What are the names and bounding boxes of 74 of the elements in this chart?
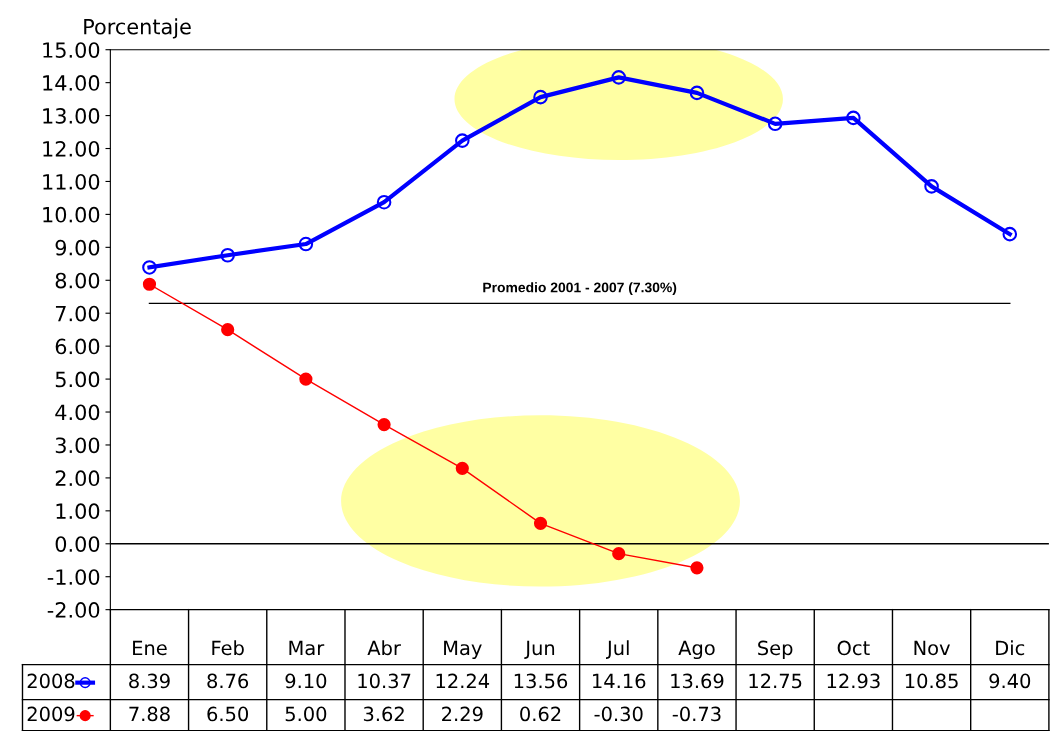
- y-tick-label: 5.00: [55, 371, 100, 388]
- y-tick-label: 9.00: [55, 239, 100, 256]
- x-tick-label: Feb: [212, 640, 244, 656]
- data-label: 6.50: [207, 706, 249, 722]
- point: [533, 516, 548, 530]
- point: [846, 110, 861, 126]
- y-tick-label: 0.00: [55, 536, 100, 552]
- y-tick-label: 2.00: [55, 470, 100, 487]
- data-label: 8.39: [129, 673, 170, 689]
- y-tick-label: 7.00: [55, 305, 100, 322]
- data-label: 14.16: [593, 673, 646, 689]
- point: [377, 417, 391, 432]
- x-tick-label: Oct: [837, 640, 870, 656]
- ref-line-label: Promedio 2001 - 2007 (7.30%): [483, 282, 677, 296]
- point: [533, 89, 548, 105]
- y-tick-label: 12.00: [43, 140, 100, 157]
- data-label: 9.10: [285, 673, 327, 689]
- data-label: 12.24: [436, 673, 490, 689]
- data-label: 12.75: [749, 673, 802, 689]
- data-label: 8.76: [207, 673, 249, 689]
- y-tick-label: 6.00: [55, 338, 100, 355]
- y-tick-label: 14.00: [43, 75, 100, 91]
- data-label: 5.00: [285, 706, 327, 722]
- y-tick-label: -2.00: [47, 602, 100, 618]
- point: [299, 372, 313, 386]
- x-tick-label: Jul: [606, 640, 629, 659]
- point: [767, 116, 783, 132]
- data-label: -0.30: [594, 706, 643, 722]
- data-label: 12.93: [827, 673, 880, 689]
- y-tick-label: 1.00: [56, 503, 100, 520]
- x-tick-label: Dic: [996, 640, 1025, 656]
- point: [612, 547, 626, 561]
- data-label: -0.73: [672, 706, 721, 722]
- y-tick-label: 8.00: [55, 272, 100, 289]
- point: [689, 85, 705, 101]
- point: [376, 194, 392, 210]
- point: [142, 260, 157, 275]
- y-tick-label: 3.00: [55, 437, 100, 454]
- y-axis-title: Porcentaje: [84, 18, 191, 39]
- data-label: 9.40: [989, 673, 1031, 689]
- data-label: 10.85: [905, 673, 958, 689]
- x-tick-label: Ene: [133, 640, 167, 656]
- y-tick-label: -1.00: [47, 569, 100, 585]
- y-tick-label: 10.00: [43, 206, 100, 223]
- y-tick-label: 13.00: [43, 108, 100, 124]
- x-tick-label: Ago: [678, 640, 715, 660]
- y-tick-label: 4.00: [55, 404, 100, 421]
- point: [1002, 226, 1018, 242]
- point: [298, 236, 314, 252]
- legend-label: 2009: [27, 706, 75, 722]
- point: [455, 461, 469, 475]
- point: [690, 561, 704, 575]
- data-label: 0.62: [520, 706, 561, 722]
- x-tick-label: Sep: [758, 640, 793, 660]
- point: [611, 70, 627, 85]
- x-tick-label: May: [444, 640, 482, 660]
- data-label: 2.29: [442, 706, 483, 722]
- point: [221, 323, 235, 337]
- x-tick-label: Nov: [914, 640, 950, 656]
- y-tick-label: 11.00: [43, 173, 100, 190]
- data-label: 10.37: [358, 673, 411, 689]
- data-label: 13.69: [671, 673, 724, 689]
- x-tick-label: Mar: [289, 640, 325, 656]
- data-label: 7.88: [129, 706, 170, 722]
- point: [455, 133, 470, 148]
- x-tick-label: Jun: [524, 640, 555, 659]
- x-tick-label: Abr: [367, 640, 401, 656]
- point: [142, 277, 157, 291]
- point: [220, 247, 235, 263]
- data-label: 13.56: [514, 673, 568, 689]
- y-tick-label: 15.00: [43, 42, 100, 58]
- legend-label: 2008: [27, 673, 75, 689]
- data-label: 3.62: [363, 706, 404, 722]
- point: [924, 179, 939, 194]
